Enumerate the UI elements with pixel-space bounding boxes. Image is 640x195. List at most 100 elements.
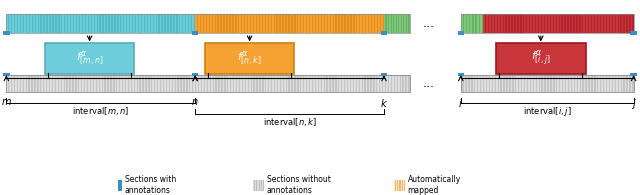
Bar <box>315 14 316 33</box>
Bar <box>160 75 161 92</box>
Bar <box>559 14 560 33</box>
Bar <box>492 75 493 92</box>
Bar <box>521 75 522 92</box>
Bar <box>238 14 239 33</box>
Bar <box>532 75 534 92</box>
Bar <box>285 14 287 33</box>
Bar <box>582 14 584 33</box>
Bar <box>509 75 511 92</box>
Bar <box>145 75 147 92</box>
Bar <box>140 75 141 92</box>
Bar <box>253 14 254 33</box>
Bar <box>63 75 65 92</box>
Bar <box>381 73 387 76</box>
Bar <box>136 75 138 92</box>
Bar <box>512 75 513 92</box>
Bar <box>576 14 577 33</box>
Bar <box>561 14 563 33</box>
Bar <box>200 14 201 33</box>
Bar <box>368 14 369 33</box>
Bar <box>362 75 363 92</box>
Bar <box>78 75 79 92</box>
Bar <box>49 75 50 92</box>
Bar <box>461 75 634 92</box>
Bar <box>515 14 516 33</box>
Bar <box>597 75 598 92</box>
Bar <box>244 14 245 33</box>
Bar <box>38 14 39 33</box>
Bar <box>192 31 198 35</box>
Bar <box>263 180 264 191</box>
Bar <box>97 14 98 33</box>
Text: ...: ... <box>423 77 435 90</box>
Bar <box>175 75 176 92</box>
Bar <box>317 75 319 92</box>
Bar <box>111 14 113 33</box>
Bar <box>209 14 210 33</box>
Bar <box>82 14 83 33</box>
Bar <box>408 75 410 92</box>
Bar <box>463 75 464 92</box>
Bar <box>17 75 18 92</box>
Bar <box>116 75 117 92</box>
Bar <box>122 75 124 92</box>
Text: ...: ... <box>423 17 435 30</box>
Bar <box>61 14 63 33</box>
Bar <box>353 75 354 92</box>
Bar <box>157 75 158 92</box>
Bar <box>203 14 204 33</box>
Bar <box>248 75 249 92</box>
Text: $f^{\alpha}_{[n,k]}$: $f^{\alpha}_{[n,k]}$ <box>237 50 262 67</box>
Bar <box>332 75 333 92</box>
Bar <box>303 14 305 33</box>
Bar <box>483 75 484 92</box>
Bar <box>276 14 278 33</box>
Bar <box>518 75 520 92</box>
Bar <box>623 75 625 92</box>
Bar <box>6 75 410 92</box>
Bar <box>523 14 525 33</box>
Bar <box>402 180 403 191</box>
Bar <box>118 180 122 191</box>
Bar <box>579 14 580 33</box>
Bar <box>26 14 27 33</box>
Bar <box>500 75 502 92</box>
Bar <box>632 14 634 33</box>
Text: Sections without
annotations: Sections without annotations <box>267 175 331 195</box>
Bar <box>282 14 284 33</box>
Bar <box>300 75 301 92</box>
Bar <box>177 75 179 92</box>
Bar <box>84 75 85 92</box>
Bar <box>271 75 272 92</box>
Bar <box>620 14 622 33</box>
Bar <box>520 14 522 33</box>
Bar <box>403 14 404 33</box>
Bar <box>614 75 616 92</box>
Bar <box>326 14 328 33</box>
Bar <box>571 75 572 92</box>
Bar <box>67 14 68 33</box>
Bar <box>262 75 264 92</box>
Bar <box>20 14 21 33</box>
Bar <box>128 75 129 92</box>
Bar <box>191 14 192 33</box>
Bar <box>95 75 97 92</box>
Bar <box>6 14 195 33</box>
Bar <box>562 75 563 92</box>
Bar <box>570 14 572 33</box>
Bar <box>489 75 490 92</box>
Bar <box>603 14 604 33</box>
Bar <box>335 14 337 33</box>
Bar <box>474 75 476 92</box>
Bar <box>170 14 172 33</box>
Bar <box>11 14 12 33</box>
Bar <box>6 14 410 33</box>
Bar <box>374 14 375 33</box>
Bar <box>391 75 392 92</box>
Bar <box>161 14 163 33</box>
Bar <box>3 73 10 76</box>
Bar <box>326 75 328 92</box>
Bar <box>179 14 180 33</box>
Bar <box>376 75 378 92</box>
Bar <box>398 14 399 33</box>
